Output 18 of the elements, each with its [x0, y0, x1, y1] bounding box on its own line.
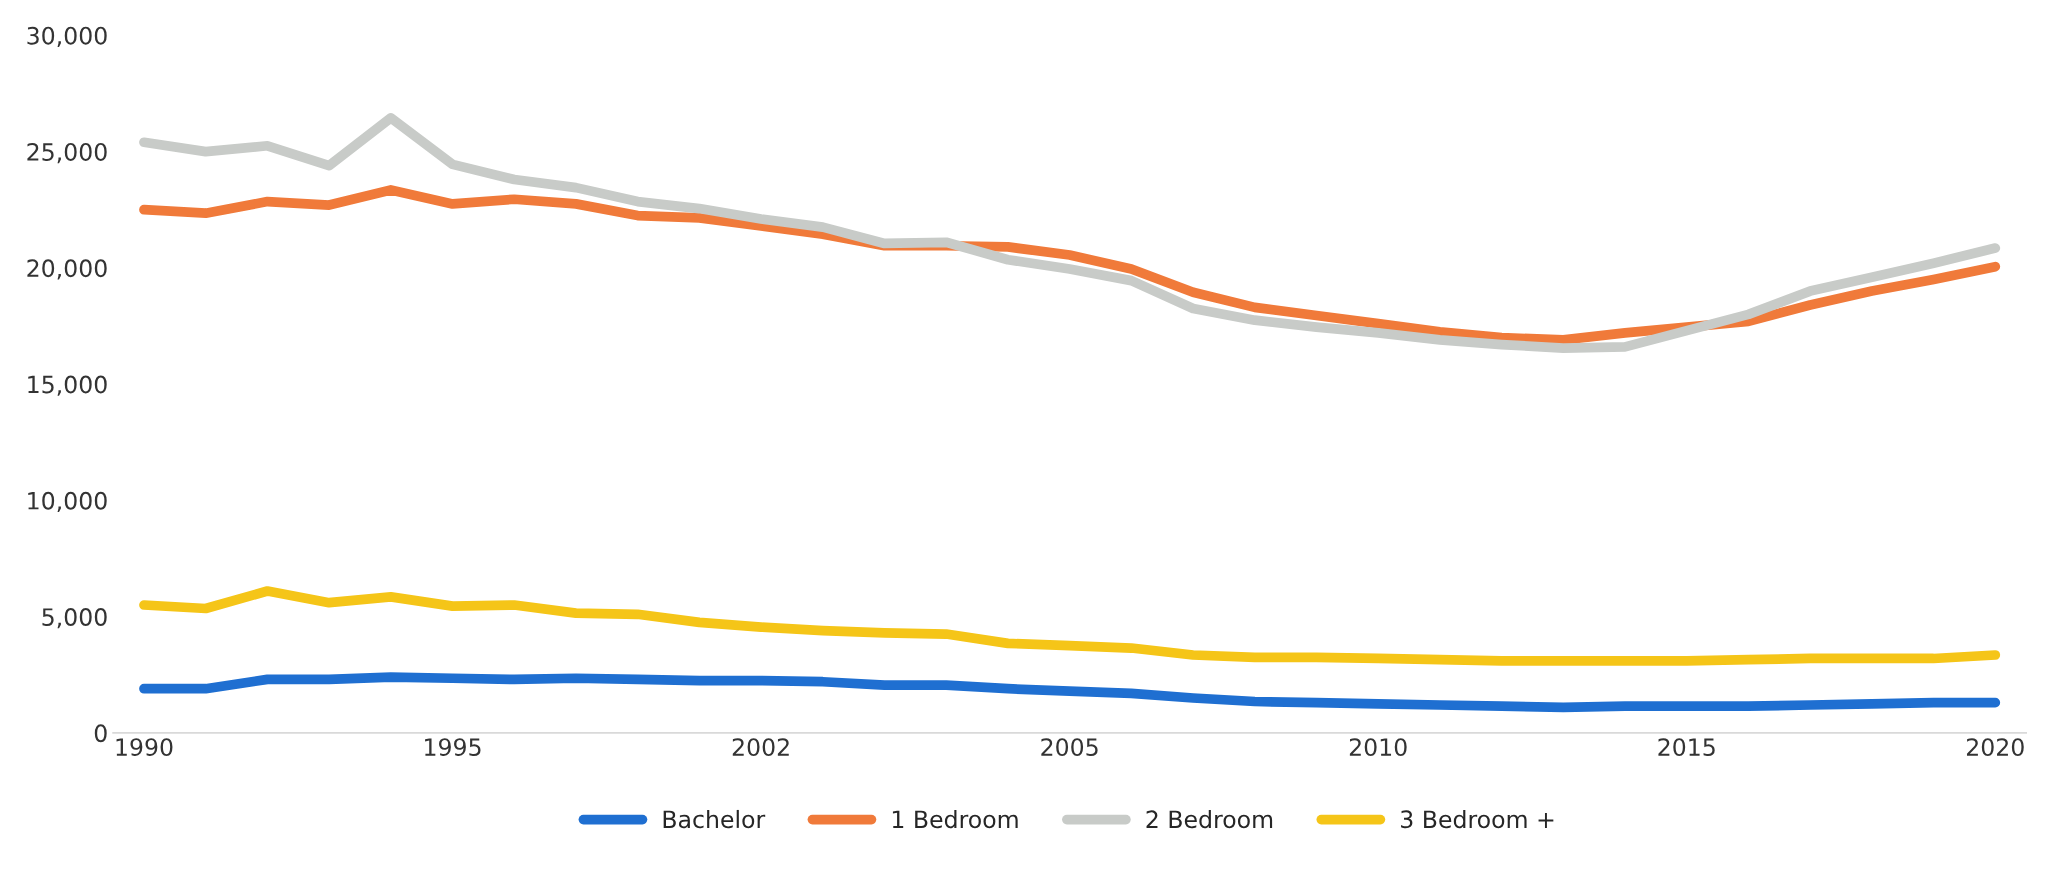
y-tick-label: 30,000 — [27, 26, 107, 48]
y-tick-label: 20,000 — [27, 259, 107, 280]
legend-label: 1 Bedroom — [892, 809, 1018, 829]
y-tick-label: 0 — [94, 724, 107, 743]
y-tick-label: 10,000 — [28, 491, 107, 513]
legend-label: 3 Bedroom + — [1401, 809, 1554, 829]
legend-label: Bachelor — [663, 809, 766, 829]
x-tick-label: 2002 — [732, 738, 789, 757]
y-tick-label: 5,000 — [42, 608, 107, 629]
legend-label: 2 Bedroom — [1146, 809, 1273, 829]
y-tick-label: 25,000 — [27, 143, 107, 164]
x-tick-label: 1990 — [116, 738, 173, 757]
x-tick-label: 2010 — [1349, 738, 1407, 757]
x-tick-label: 2015 — [1658, 738, 1715, 757]
x-tick-label: 2005 — [1041, 738, 1098, 757]
x-tick-label: 1995 — [425, 738, 481, 757]
y-tick-label: 15,000 — [28, 375, 107, 396]
x-tick-label: 2020 — [1966, 738, 2024, 757]
